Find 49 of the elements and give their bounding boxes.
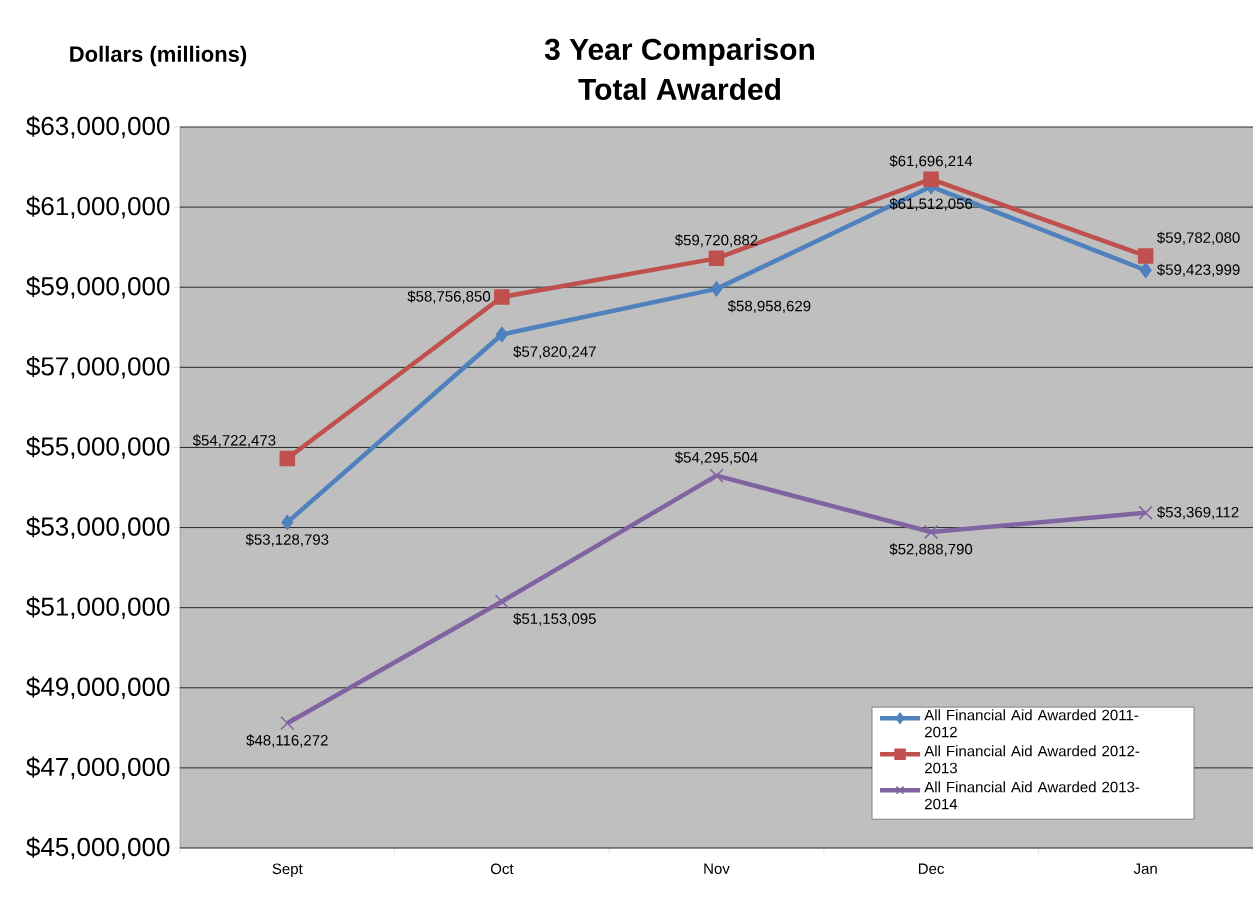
x-tick-label: Jan xyxy=(1133,863,1157,874)
point xyxy=(1139,262,1152,278)
data-label: $53,128,793 xyxy=(245,533,329,547)
point xyxy=(494,594,509,609)
point xyxy=(494,289,510,305)
y-tick-label: $51,000,000 xyxy=(26,596,170,619)
point xyxy=(495,326,508,343)
data-label: $48,116,272 xyxy=(246,734,328,748)
y-tick-label: $59,000,000 xyxy=(26,275,170,299)
data-label: $54,295,504 xyxy=(674,451,758,465)
data-label: $57,820,247 xyxy=(513,345,596,359)
chart-title: 3 Year Comparison xyxy=(544,38,814,66)
x-tick-label: Dec xyxy=(918,863,945,874)
legend-label: All Financial Aid Awarded 2013-2014 xyxy=(924,781,1140,810)
x-tick-label: Oct xyxy=(490,863,514,875)
y-tick-label: $53,000,000 xyxy=(26,516,170,539)
legend-label: All Financial Aid Awarded 2011-2012 xyxy=(924,709,1139,738)
chart-subtitle: Total Awarded xyxy=(578,77,780,101)
legend-label: All Financial Aid Awarded 2012-2013 xyxy=(924,745,1140,774)
data-label: $53,369,112 xyxy=(1157,506,1239,520)
y-axis-title: Dollars (millions) xyxy=(70,45,247,67)
y-tick-label: $57,000,000 xyxy=(26,356,170,379)
point xyxy=(710,281,723,297)
y-tick-label: $61,000,000 xyxy=(26,195,170,219)
data-label: $58,756,850 xyxy=(407,290,491,304)
point xyxy=(923,524,939,540)
data-label: $59,423,999 xyxy=(1157,263,1240,277)
data-label: $61,696,214 xyxy=(889,154,973,169)
data-label: $58,958,629 xyxy=(727,300,811,314)
point xyxy=(1137,248,1154,264)
y-tick-label: $49,000,000 xyxy=(26,676,170,700)
y-tick-label: $55,000,000 xyxy=(26,436,170,459)
point xyxy=(923,171,939,187)
data-label: $59,720,882 xyxy=(674,234,758,248)
data-label: $59,782,080 xyxy=(1157,231,1240,245)
x-tick-label: Nov xyxy=(704,863,730,874)
y-tick-label: $63,000,000 xyxy=(26,115,170,139)
data-label: $51,153,095 xyxy=(513,612,596,626)
point xyxy=(279,450,296,467)
x-tick-label: Sept xyxy=(272,863,303,878)
point xyxy=(280,716,295,731)
point xyxy=(709,468,724,483)
point xyxy=(281,514,294,531)
data-label: $54,722,473 xyxy=(192,434,276,448)
y-tick-label: $45,000,000 xyxy=(26,836,170,860)
point xyxy=(708,250,725,267)
point xyxy=(1138,505,1153,520)
y-tick-label: $47,000,000 xyxy=(26,756,170,780)
data-label: $52,888,790 xyxy=(889,543,973,557)
